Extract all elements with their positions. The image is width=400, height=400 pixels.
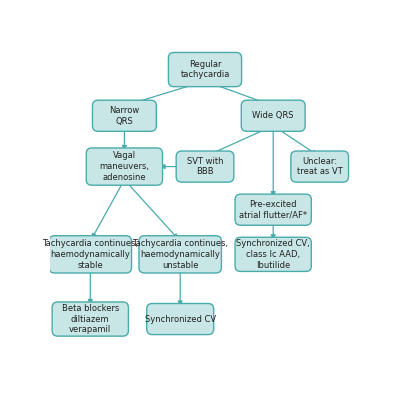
FancyBboxPatch shape	[168, 52, 242, 87]
FancyBboxPatch shape	[92, 100, 156, 131]
FancyBboxPatch shape	[176, 151, 234, 182]
FancyBboxPatch shape	[147, 304, 214, 334]
FancyBboxPatch shape	[49, 236, 132, 273]
Text: Vagal
maneuvers,
adenosine: Vagal maneuvers, adenosine	[99, 151, 149, 182]
FancyBboxPatch shape	[52, 302, 128, 336]
Text: Unclear:
treat as VT: Unclear: treat as VT	[297, 157, 342, 176]
Text: Tachycardia continues,
haemodynamically
unstable: Tachycardia continues, haemodynamically …	[132, 239, 228, 270]
Text: Regular
tachycardia: Regular tachycardia	[180, 60, 230, 80]
Text: Tachycardia continues,
haemodynamically
stable: Tachycardia continues, haemodynamically …	[42, 239, 138, 270]
Text: Narrow
QRS: Narrow QRS	[109, 106, 140, 126]
FancyBboxPatch shape	[241, 100, 305, 131]
Text: Wide QRS: Wide QRS	[252, 111, 294, 120]
Text: Synchronized CV,
class Ic AAD,
Ibutilide: Synchronized CV, class Ic AAD, Ibutilide	[236, 239, 310, 270]
FancyBboxPatch shape	[235, 237, 311, 272]
FancyBboxPatch shape	[86, 148, 162, 185]
FancyBboxPatch shape	[291, 151, 348, 182]
FancyBboxPatch shape	[235, 194, 311, 225]
Text: Synchronized CV: Synchronized CV	[145, 314, 216, 324]
Text: Beta blockers
diltiazem
verapamil: Beta blockers diltiazem verapamil	[62, 304, 119, 334]
Text: SVT with
BBB: SVT with BBB	[187, 157, 223, 176]
FancyBboxPatch shape	[139, 236, 222, 273]
Text: Pre-excited
atrial flutter/AF*: Pre-excited atrial flutter/AF*	[239, 200, 307, 220]
